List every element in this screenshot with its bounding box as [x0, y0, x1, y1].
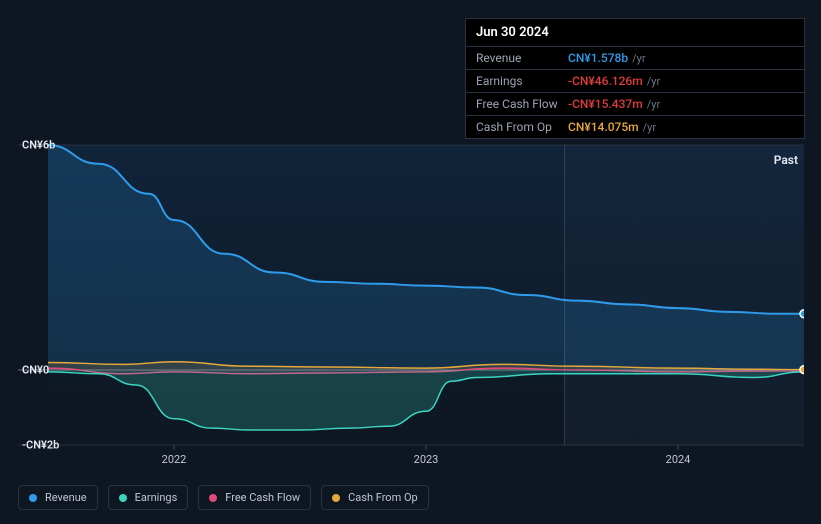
x-axis-label: 2023 — [414, 453, 439, 466]
legend-dot — [332, 494, 340, 502]
chart-container: Jun 30 2024 Revenue CN¥1.578b /yr Earnin… — [0, 0, 821, 524]
tooltip-value: -CN¥46.126m — [568, 74, 643, 88]
legend-label: Cash From Op — [348, 491, 418, 504]
legend-fcf[interactable]: Free Cash Flow — [198, 485, 311, 510]
legend-dot — [119, 494, 127, 502]
tooltip-date: Jun 30 2024 — [466, 19, 804, 47]
tooltip-suffix: /yr — [632, 52, 645, 65]
legend-label: Earnings — [135, 491, 178, 504]
legend-dot — [209, 494, 217, 502]
x-axis-label: 2022 — [162, 453, 187, 466]
legend-earnings[interactable]: Earnings — [108, 485, 189, 510]
legend-cfo[interactable]: Cash From Op — [321, 485, 429, 510]
y-axis-label: CN¥0 — [22, 364, 49, 377]
data-tooltip: Jun 30 2024 Revenue CN¥1.578b /yr Earnin… — [465, 18, 805, 139]
tooltip-row-earnings: Earnings -CN¥46.126m /yr — [466, 70, 804, 93]
legend-label: Revenue — [45, 491, 87, 504]
legend-dot — [29, 494, 37, 502]
x-axis-label: 2024 — [666, 453, 691, 466]
y-axis-label: -CN¥2b — [22, 439, 59, 452]
tooltip-suffix: /yr — [647, 75, 660, 88]
tooltip-value: -CN¥15.437m — [568, 97, 643, 111]
tooltip-row-revenue: Revenue CN¥1.578b /yr — [466, 47, 804, 70]
y-axis-label: CN¥6b — [22, 139, 55, 152]
tooltip-suffix: /yr — [647, 98, 660, 111]
chart-legend: Revenue Earnings Free Cash Flow Cash Fro… — [18, 485, 429, 510]
tooltip-label: Earnings — [476, 74, 568, 88]
chart-svg — [18, 125, 804, 470]
tooltip-value: CN¥1.578b — [568, 51, 628, 65]
legend-revenue[interactable]: Revenue — [18, 485, 98, 510]
chart-plot: CN¥6b CN¥0 -CN¥2b 2022 2023 2024 Past — [18, 125, 804, 470]
tooltip-label: Free Cash Flow — [476, 97, 568, 111]
tooltip-row-fcf: Free Cash Flow -CN¥15.437m /yr — [466, 93, 804, 116]
tooltip-label: Revenue — [476, 51, 568, 65]
legend-label: Free Cash Flow — [225, 491, 300, 504]
past-label: Past — [774, 153, 798, 167]
